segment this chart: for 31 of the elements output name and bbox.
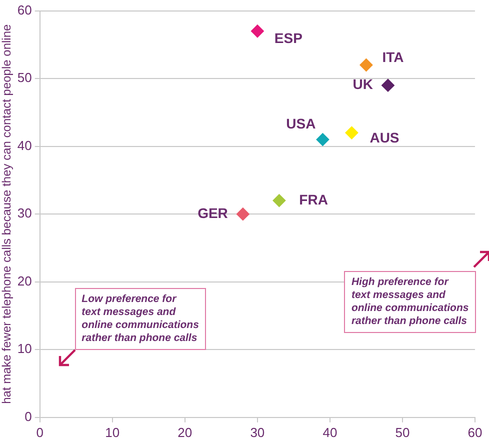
point	[236, 208, 250, 221]
y-tick-label: 30	[17, 206, 32, 221]
annotation: FRA	[299, 191, 328, 208]
annotation: UK	[352, 76, 373, 92]
x-tick-label: 0	[36, 424, 44, 440]
y-tick-label: 50	[17, 70, 32, 86]
x-tick-label: 10	[105, 424, 120, 440]
annotation: High preference for text messages and online communications rather than phone calls	[344, 271, 476, 334]
y-axis-title: hat make fewer telephone calls because they can contact people online	[0, 24, 14, 404]
annotation: ITA	[382, 48, 404, 65]
x-tick-label: 50	[395, 424, 410, 440]
point	[250, 24, 264, 38]
x-tick-label: 60	[468, 424, 482, 440]
x-tick-label: 20	[178, 424, 192, 440]
x-tick-label: 40	[322, 424, 338, 440]
point	[360, 58, 373, 72]
x-tick-label: 30	[250, 424, 265, 440]
annotation: USA	[286, 115, 316, 132]
annotation: GER	[198, 204, 228, 221]
y-tick-label: 10	[17, 341, 32, 356]
point	[345, 126, 358, 140]
point	[381, 78, 394, 92]
annotation: Low preference for text messages and online communications rather than phone calls	[74, 288, 206, 350]
point	[272, 194, 286, 208]
y-tick-label: 60	[17, 2, 32, 18]
y-tick-label: 40	[17, 138, 32, 153]
annotation: ESP	[274, 30, 302, 46]
annotation: AUS	[370, 130, 400, 146]
y-tick-label: 0	[24, 408, 32, 424]
point	[316, 133, 330, 146]
y-tick-label: 20	[17, 273, 32, 288]
